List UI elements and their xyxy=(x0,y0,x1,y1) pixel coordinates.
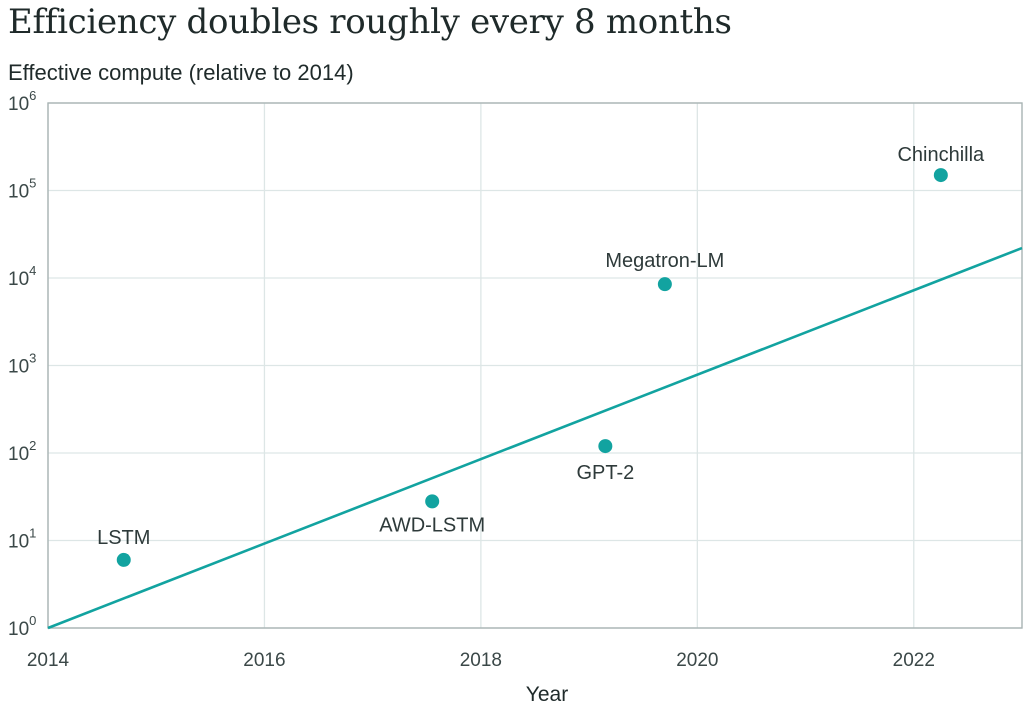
grid xyxy=(47,102,1022,629)
data-point-label: AWD-LSTM xyxy=(379,514,485,536)
data-point-label: Chinchilla xyxy=(897,144,985,166)
data-point xyxy=(425,494,440,509)
points-layer: LSTM AWD-LSTM GPT-2 Megatron-LM Chinchilla xyxy=(97,144,985,567)
x-axis-title: Year xyxy=(526,683,568,706)
x-axis-ticks: 2014 2016 2018 2020 2022 xyxy=(27,650,935,671)
trend-line xyxy=(47,246,1023,630)
y-axis-ticks: 100 101 102 103 104 105 106 xyxy=(8,88,36,640)
chart-title: Efficiency doubles roughly every 8 month… xyxy=(8,2,732,42)
data-point-label: GPT-2 xyxy=(576,462,634,484)
x-tick-label: 2020 xyxy=(676,650,718,671)
data-point xyxy=(657,277,672,292)
y-tick-label: 105 xyxy=(8,176,36,203)
y-tick-label: 106 xyxy=(8,88,36,115)
trend-layer xyxy=(47,246,1023,630)
data-point-label: Megatron-LM xyxy=(605,250,724,272)
y-tick-label: 104 xyxy=(8,263,36,290)
x-tick-label: 2022 xyxy=(893,650,935,671)
y-tick-label: 100 xyxy=(8,613,36,640)
y-axis-label: Effective compute (relative to 2014) xyxy=(8,60,354,85)
x-tick-label: 2014 xyxy=(27,650,70,671)
y-tick-label: 103 xyxy=(8,351,36,378)
x-tick-label: 2016 xyxy=(243,650,285,671)
y-tick-label: 101 xyxy=(8,526,36,553)
y-tick-label: 102 xyxy=(8,438,36,465)
plot-frame xyxy=(47,102,1023,629)
data-point-label: LSTM xyxy=(97,527,150,549)
x-tick-label: 2018 xyxy=(460,650,502,671)
data-point xyxy=(116,552,131,567)
data-point xyxy=(933,168,948,183)
data-point xyxy=(598,439,613,454)
